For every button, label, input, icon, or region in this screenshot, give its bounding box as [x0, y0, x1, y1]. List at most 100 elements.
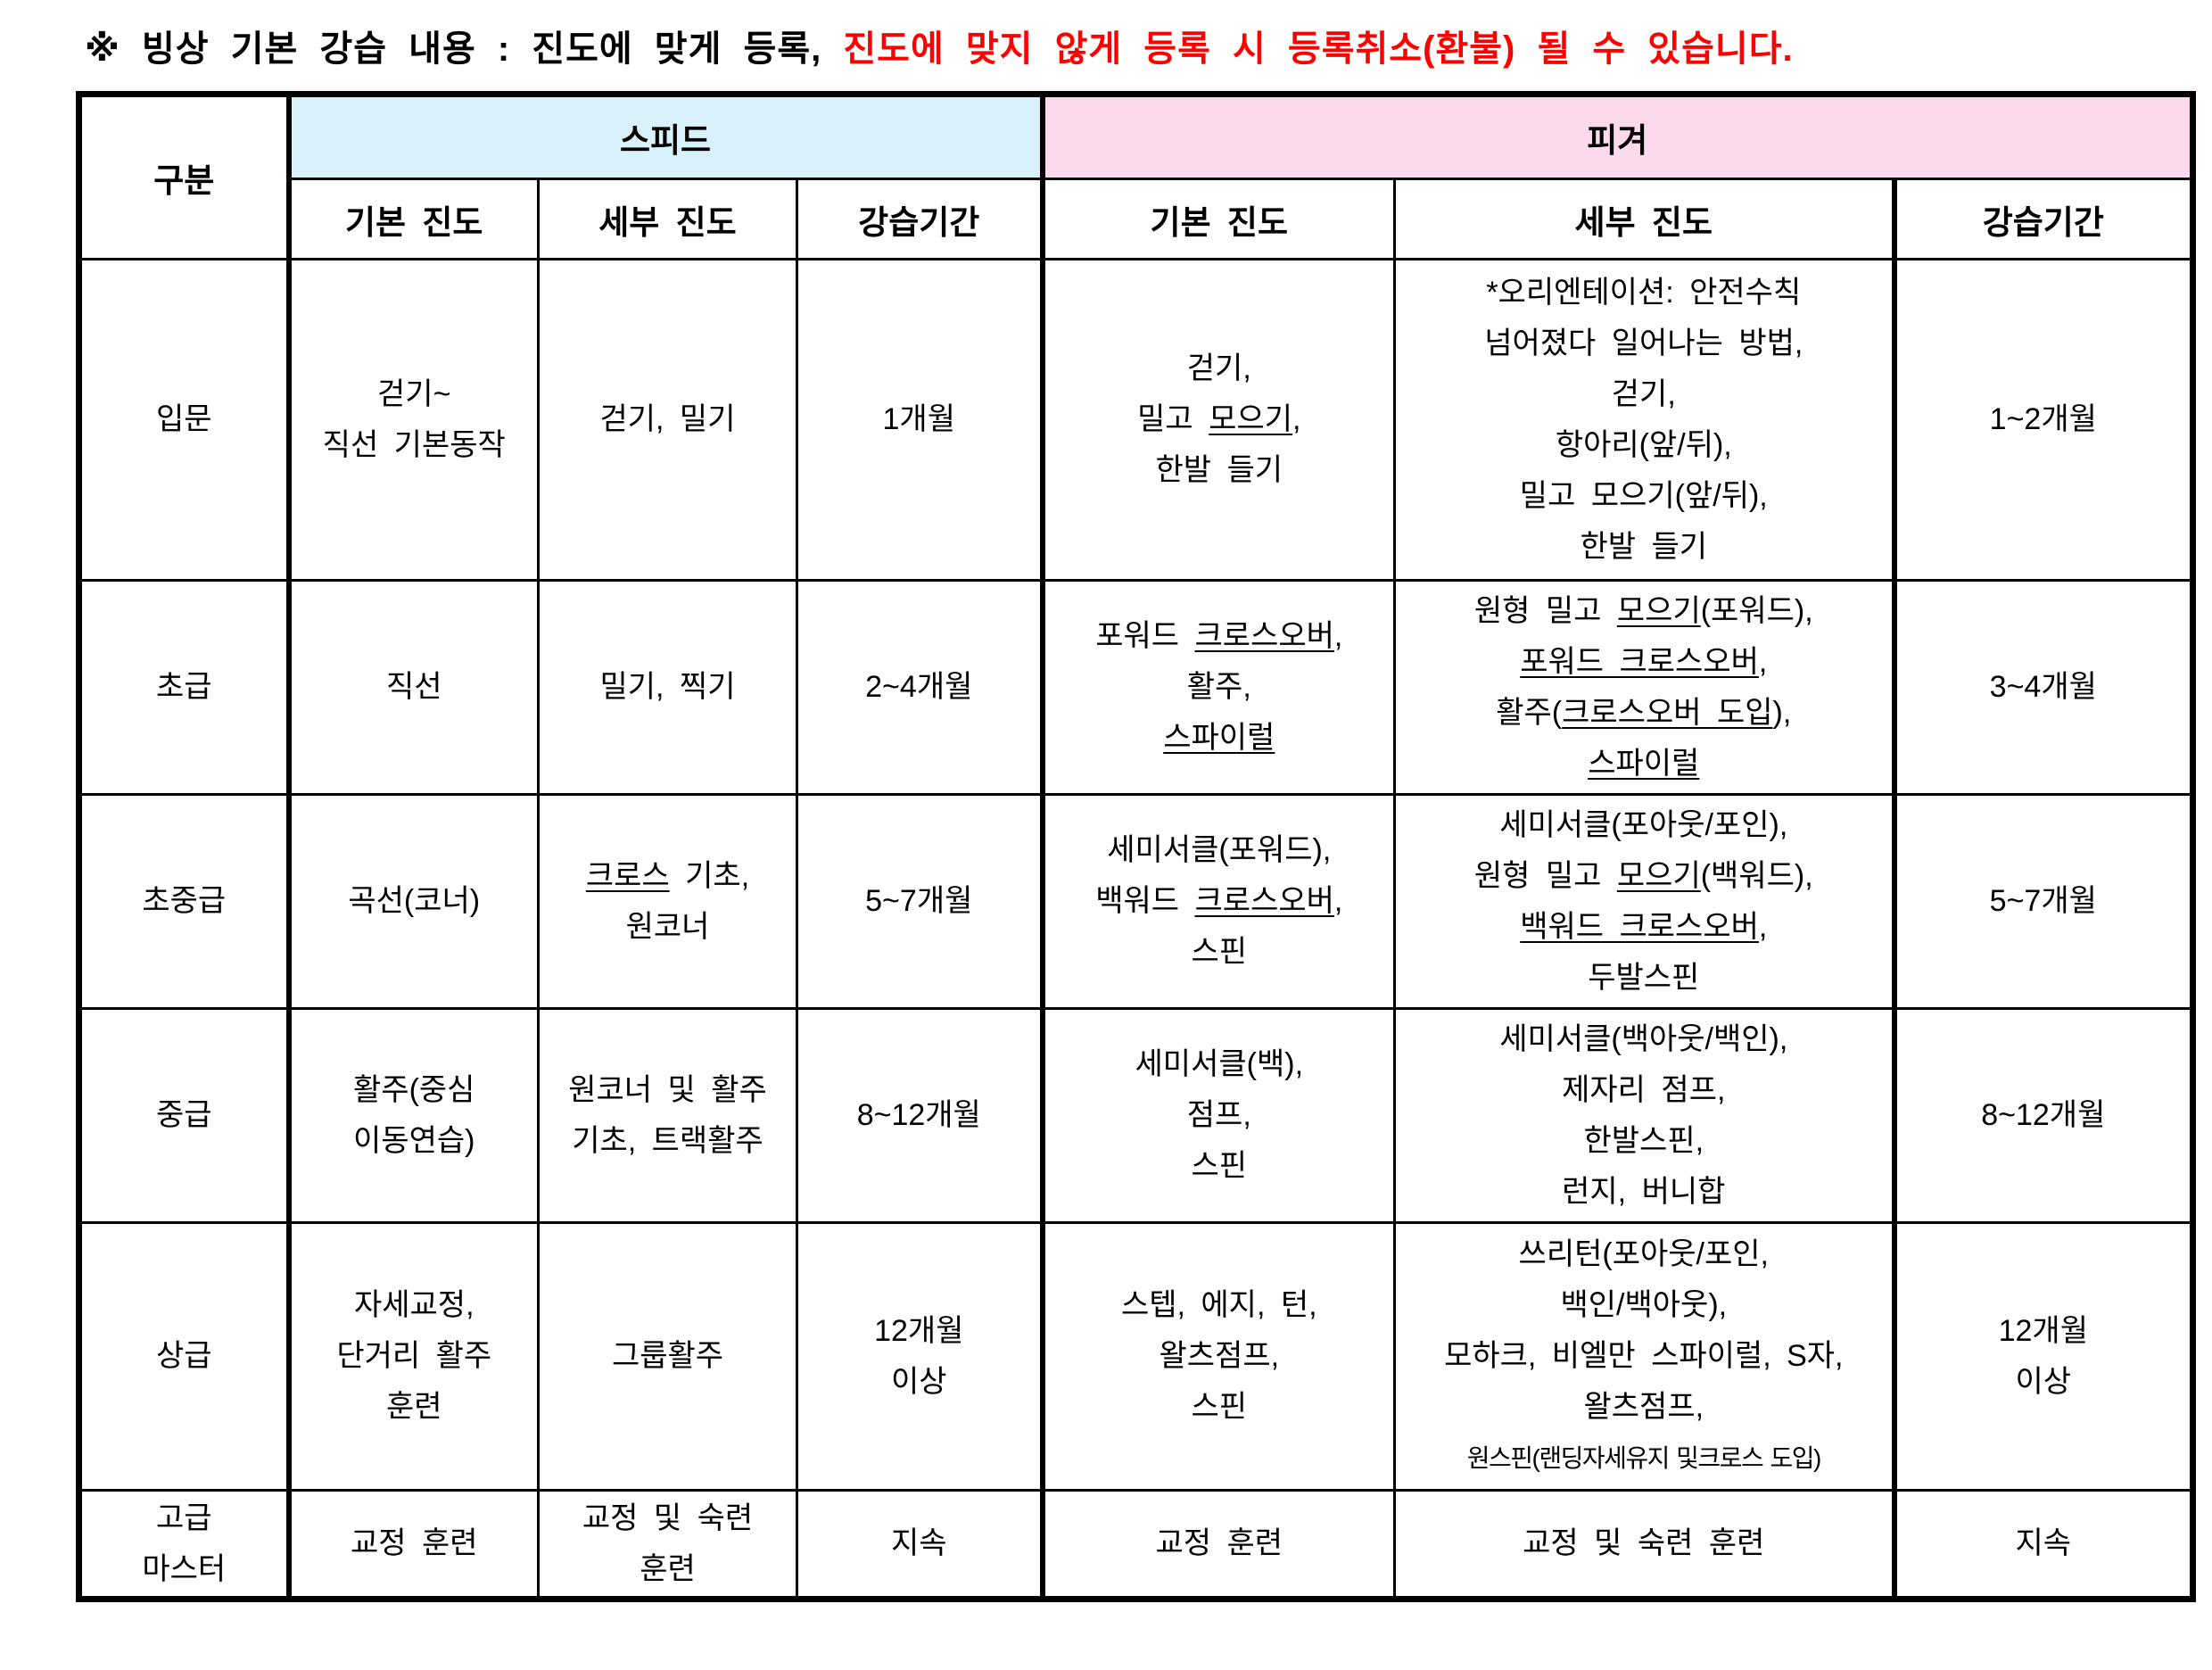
title-warning-text: 진도에 맞지 않게 등록 시 등록취소(환불) 될 수 있습니다.	[843, 29, 1794, 69]
speed-group-header: 스피드	[285, 93, 1044, 180]
speed-basic-progress-cell-master: 교정 훈련	[285, 1489, 540, 1600]
cell-line: 크로스 기초,	[585, 858, 750, 893]
figure-period-cell-lower-intermediate: 5~7개월	[1891, 793, 2195, 1010]
cell-line: 걷기,	[1611, 376, 1676, 411]
cell-line: 한발스핀,	[1583, 1123, 1704, 1158]
cell-line: 스핀	[1191, 1149, 1248, 1183]
cell-line: 왈츠점프,	[1583, 1390, 1704, 1424]
category-cell-master: 고급 마스터	[78, 1489, 290, 1600]
cell-line: 이동연습)	[353, 1123, 475, 1158]
cell-line: 세미서클(백),	[1135, 1047, 1304, 1081]
cell-line: 원형 밀고 모으기(백워드),	[1473, 858, 1813, 893]
cell-line: 5~7개월	[1989, 884, 2097, 918]
cell-line: 교정 훈련	[350, 1526, 478, 1560]
cell-line: 곡선(코너)	[348, 884, 481, 918]
cell-line: 기초, 트랙활주	[572, 1123, 763, 1158]
cell-line: 백워드 크로스오버,	[1095, 884, 1343, 918]
cell-line: 교정 및 숙련 훈련	[1523, 1526, 1765, 1560]
speed-detail-progress-cell-lower-intermediate: 크로스 기초, 원코너	[537, 793, 798, 1010]
cell-line: 8~12개월	[856, 1098, 981, 1132]
speed-period-header: 강습기간	[795, 178, 1044, 260]
category-cell-advanced: 상급	[78, 1221, 290, 1492]
cell-line: 세미서클(포아웃/포인),	[1499, 807, 1788, 842]
group-header-row: 구분 스피드 피겨	[78, 93, 2195, 260]
cell-line: 훈련	[385, 1390, 442, 1424]
figure-basic-progress-cell-beginner: 포워드 크로스오버, 활주, 스파이럴	[1039, 579, 1397, 796]
figure-basic-progress-cell-intro: 걷기, 밀고 모으기, 한발 들기	[1039, 258, 1397, 582]
figure-basic-progress-cell-lower-intermediate: 세미서클(포워드), 백워드 크로스오버, 스핀	[1039, 793, 1397, 1010]
cell-line: 이상	[890, 1364, 947, 1399]
cell-line: 직선 기본동작	[322, 427, 506, 462]
figure-period-cell-master: 지속	[1891, 1489, 2195, 1600]
figure-detail-progress-cell-lower-intermediate: 세미서클(포아웃/포인), 원형 밀고 모으기(백워드), 백워드 크로스오버, 두발…	[1393, 793, 1896, 1010]
cell-line: 모하크, 비엘만 스파이럴, S자,	[1444, 1339, 1844, 1373]
table-row-beginner: 초급 직선 밀기, 찍기 2~4개월 포워드 크로스오버, 활주, 스파이럴 원형 밀고 모으…	[78, 579, 2195, 796]
figure-period-header: 강습기간	[1891, 178, 2195, 260]
cell-line: 마스터	[142, 1551, 227, 1586]
figure-group-header: 피겨	[1039, 93, 2195, 180]
cell-line: 그룹활주	[611, 1339, 724, 1373]
cell-line: 자세교정,	[353, 1288, 475, 1322]
speed-detail-progress-cell-intro: 걷기, 밀기	[537, 258, 798, 582]
speed-period-cell-intermediate: 8~12개월	[795, 1007, 1044, 1224]
cell-line: 포워드 크로스오버,	[1095, 619, 1343, 653]
cell-line: 초중급	[142, 884, 227, 918]
cell-line: 2~4개월	[865, 670, 973, 704]
cell-line: 원코너 및 활주	[568, 1072, 767, 1107]
table-row-intermediate: 중급 활주(중심 이동연습) 원코너 및 활주 기초, 트랙활주 8~12개월 세미서클(백…	[78, 1007, 2195, 1224]
cell-line: 한발 들기	[1155, 453, 1283, 487]
cell-line: 교정 및 숙련	[582, 1501, 754, 1535]
category-cell-intro: 입문	[78, 258, 290, 582]
figure-period-cell-advanced: 12개월 이상	[1891, 1221, 2195, 1492]
cell-line: 걷기, 밀기	[599, 402, 736, 436]
cell-line: *오리엔테이션: 안전수칙	[1486, 275, 1802, 310]
speed-period-cell-master: 지속	[795, 1489, 1044, 1600]
cell-line: 스텝, 에지, 턴,	[1120, 1288, 1317, 1322]
corner-header-cell: 구분	[78, 93, 290, 260]
cell-line: 초급	[155, 670, 212, 704]
cell-line: 지속	[890, 1526, 947, 1560]
figure-basic-progress-cell-advanced: 스텝, 에지, 턴, 왈츠점프, 스핀	[1039, 1221, 1397, 1492]
speed-basic-progress-cell-advanced: 자세교정, 단거리 활주 훈련	[285, 1221, 540, 1492]
cell-line: 원스핀(랜딩자세유지 및크로스 도입)	[1466, 1444, 1822, 1472]
figure-detail-progress-cell-master: 교정 및 숙련 훈련	[1393, 1489, 1896, 1600]
cell-line: 원코너	[625, 909, 710, 944]
cell-line: 지속	[2015, 1526, 2072, 1560]
cell-line: 12개월	[1998, 1313, 2088, 1348]
speed-basic-progress-cell-beginner: 직선	[285, 579, 540, 796]
cell-line: 넘어졌다 일어나는 방법,	[1484, 326, 1803, 360]
cell-line: 두발스핀	[1588, 960, 1700, 995]
cell-line: 세미서클(포워드),	[1107, 833, 1332, 867]
cell-line: 스핀	[1191, 1390, 1248, 1424]
cell-line: 활주(크로스오버 도입),	[1496, 695, 1792, 730]
lesson-progress-table: 구분 스피드 피겨 기본 진도 세부 진도 강습기간 기본 진도 세부 진도 강…	[76, 91, 2197, 1602]
cell-line: 항아리(앞/뒤),	[1555, 427, 1732, 462]
cell-line: 포워드 크로스오버,	[1520, 644, 1768, 679]
figure-basic-progress-header: 기본 진도	[1039, 178, 1397, 260]
figure-period-cell-intro: 1~2개월	[1891, 258, 2195, 582]
cell-line: 제자리 점프,	[1562, 1072, 1726, 1107]
speed-period-cell-advanced: 12개월 이상	[795, 1221, 1044, 1492]
cell-line: 점프,	[1186, 1098, 1251, 1132]
figure-period-cell-beginner: 3~4개월	[1891, 579, 2195, 796]
figure-basic-progress-cell-intermediate: 세미서클(백), 점프, 스핀	[1039, 1007, 1397, 1224]
cell-line: 활주(중심	[353, 1072, 475, 1107]
cell-line: 한발 들기	[1580, 529, 1708, 564]
cell-line: 밀기, 찍기	[599, 670, 736, 704]
category-cell-beginner: 초급	[78, 579, 290, 796]
speed-detail-progress-cell-advanced: 그룹활주	[537, 1221, 798, 1492]
cell-line: 3~4개월	[1989, 670, 2097, 704]
cell-line: 스파이럴	[1588, 746, 1700, 781]
cell-line: 상급	[155, 1339, 212, 1373]
table-row-master: 고급 마스터 교정 훈련 교정 및 숙련 훈련 지속 교정 훈련 교정 및 숙련 훈련 지속	[78, 1489, 2195, 1600]
cell-line: 밀고 모으기,	[1137, 402, 1301, 436]
speed-period-cell-intro: 1개월	[795, 258, 1044, 582]
figure-detail-progress-header: 세부 진도	[1393, 178, 1896, 260]
cell-line: 직선	[385, 670, 442, 704]
category-cell-intermediate: 중급	[78, 1007, 290, 1224]
cell-line: 백워드 크로스오버,	[1520, 909, 1768, 944]
figure-detail-progress-cell-advanced: 쓰리턴(포아웃/포인, 백인/백아웃), 모하크, 비엘만 스파이럴, S자, 왈츠점…	[1393, 1221, 1896, 1492]
figure-detail-progress-cell-intro: *오리엔테이션: 안전수칙 넘어졌다 일어나는 방법, 걷기, 항아리(앞/뒤), 밀고…	[1393, 258, 1896, 582]
